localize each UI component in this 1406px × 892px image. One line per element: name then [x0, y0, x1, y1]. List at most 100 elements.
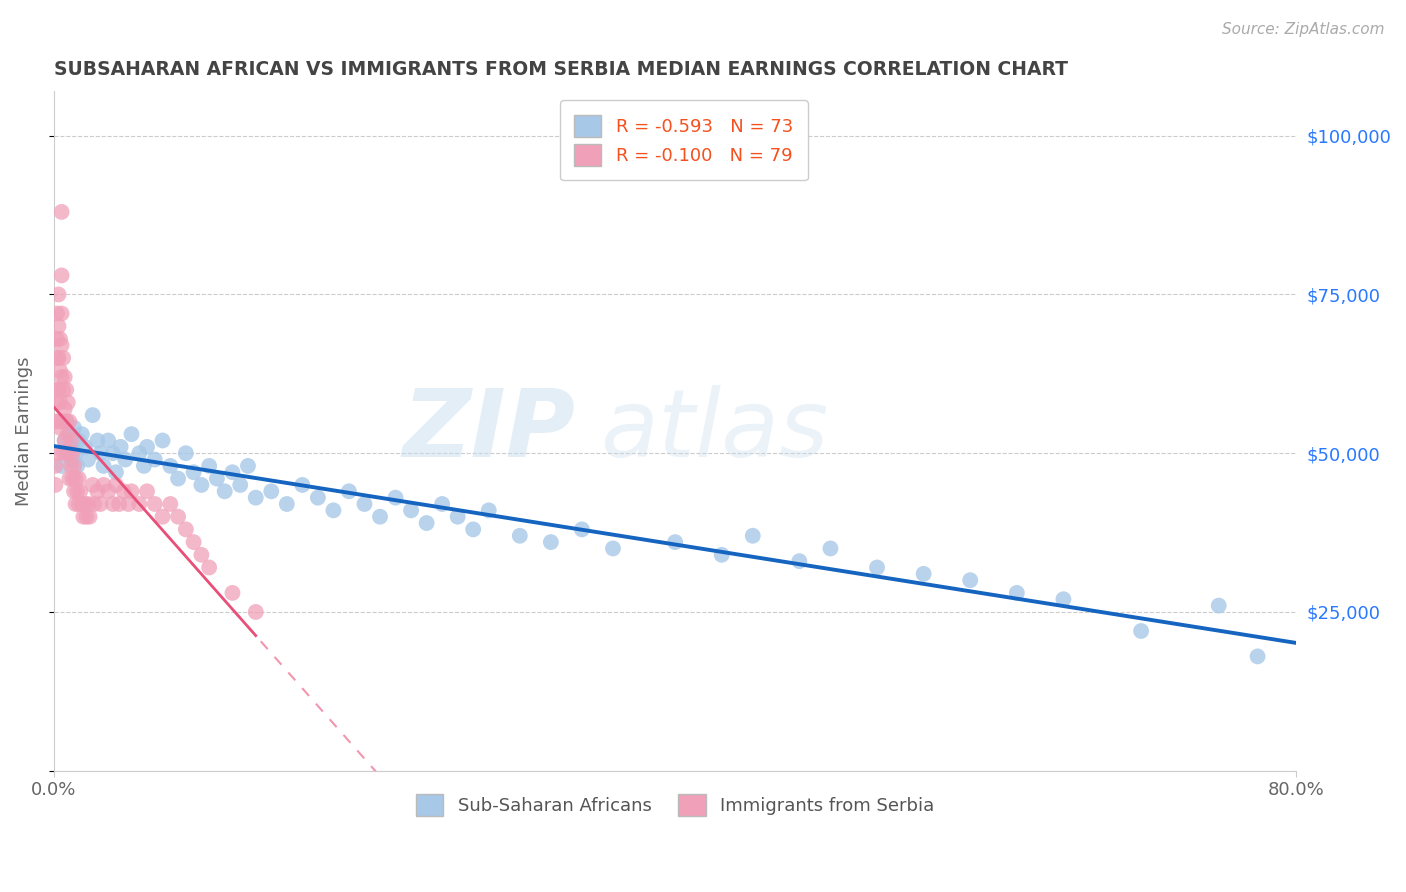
- Point: [1005, 586, 1028, 600]
- Point: [104, 465, 127, 479]
- Point: [174, 446, 197, 460]
- Point: [55, 383, 77, 397]
- Point: [48, 287, 70, 301]
- Point: [214, 484, 236, 499]
- Point: [45, 383, 67, 397]
- Point: [86, 434, 108, 448]
- Point: [55, 446, 77, 460]
- Point: [48, 383, 70, 397]
- Point: [112, 484, 135, 499]
- Point: [276, 497, 298, 511]
- Point: [152, 509, 174, 524]
- Point: [55, 414, 77, 428]
- Point: [59, 434, 82, 448]
- Point: [49, 395, 72, 409]
- Point: [63, 484, 86, 499]
- Point: [79, 509, 101, 524]
- Point: [51, 370, 73, 384]
- Point: [101, 497, 124, 511]
- Point: [63, 458, 86, 473]
- Point: [51, 306, 73, 320]
- Point: [52, 383, 75, 397]
- Point: [53, 434, 76, 448]
- Point: [245, 491, 267, 505]
- Point: [51, 338, 73, 352]
- Point: [912, 566, 935, 581]
- Point: [260, 484, 283, 499]
- Point: [59, 458, 82, 473]
- Point: [198, 458, 221, 473]
- Point: [128, 446, 150, 460]
- Point: [108, 497, 131, 511]
- Point: [353, 497, 375, 511]
- Point: [101, 446, 124, 460]
- Point: [49, 421, 72, 435]
- Point: [67, 497, 90, 511]
- Point: [128, 497, 150, 511]
- Point: [86, 484, 108, 499]
- Point: [70, 497, 93, 511]
- Point: [45, 395, 67, 409]
- Point: [58, 472, 80, 486]
- Point: [56, 446, 79, 460]
- Point: [121, 427, 143, 442]
- Point: [478, 503, 501, 517]
- Point: [63, 421, 86, 435]
- Point: [52, 446, 75, 460]
- Point: [65, 446, 87, 460]
- Point: [337, 484, 360, 499]
- Point: [114, 452, 136, 467]
- Point: [53, 434, 76, 448]
- Point: [69, 484, 91, 499]
- Point: [415, 516, 437, 530]
- Point: [49, 364, 72, 378]
- Point: [62, 472, 84, 486]
- Point: [44, 458, 66, 473]
- Point: [97, 484, 120, 499]
- Point: [44, 414, 66, 428]
- Point: [58, 446, 80, 460]
- Point: [664, 535, 686, 549]
- Point: [198, 560, 221, 574]
- Point: [710, 548, 733, 562]
- Point: [62, 452, 84, 467]
- Point: [430, 497, 453, 511]
- Point: [509, 529, 531, 543]
- Point: [121, 484, 143, 499]
- Point: [136, 440, 159, 454]
- Point: [55, 414, 77, 428]
- Point: [602, 541, 624, 556]
- Point: [51, 458, 73, 473]
- Point: [70, 427, 93, 442]
- Point: [221, 465, 243, 479]
- Point: [190, 478, 212, 492]
- Point: [167, 509, 190, 524]
- Point: [1052, 592, 1074, 607]
- Point: [136, 484, 159, 499]
- Point: [93, 458, 115, 473]
- Point: [447, 509, 470, 524]
- Point: [236, 458, 259, 473]
- Point: [463, 522, 485, 536]
- Point: [307, 491, 329, 505]
- Point: [820, 541, 842, 556]
- Point: [66, 484, 89, 499]
- Point: [110, 440, 132, 454]
- Point: [82, 478, 104, 492]
- Point: [45, 351, 67, 365]
- Point: [65, 497, 87, 511]
- Point: [789, 554, 811, 568]
- Point: [56, 395, 79, 409]
- Point: [183, 535, 205, 549]
- Point: [183, 465, 205, 479]
- Y-axis label: Median Earnings: Median Earnings: [15, 356, 32, 506]
- Point: [866, 560, 889, 574]
- Point: [53, 370, 76, 384]
- Point: [399, 503, 422, 517]
- Point: [49, 332, 72, 346]
- Point: [62, 446, 84, 460]
- Text: ZIP: ZIP: [404, 385, 575, 477]
- Point: [52, 351, 75, 365]
- Point: [48, 351, 70, 365]
- Point: [205, 472, 228, 486]
